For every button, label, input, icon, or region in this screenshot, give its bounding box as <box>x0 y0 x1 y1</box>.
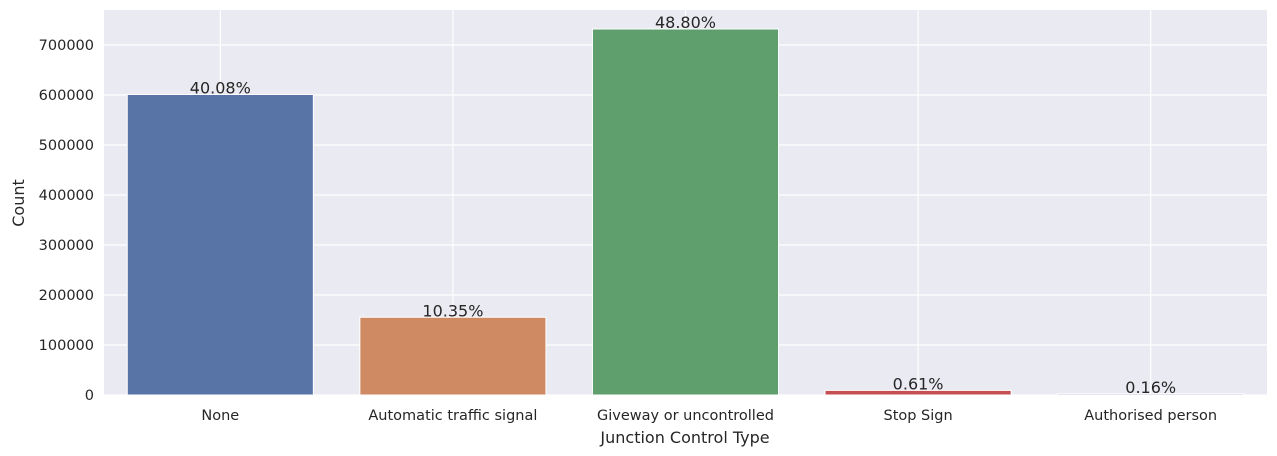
y-tick-label: 400000 <box>39 188 94 204</box>
y-tick-label: 100000 <box>39 338 94 354</box>
x-tick-label: Stop Sign <box>883 408 952 424</box>
y-tick-labels: 0 100000 200000 300000 400000 500000 600000 700… <box>39 38 94 404</box>
y-tick-label: 0 <box>85 388 94 404</box>
bar-none <box>126 94 314 396</box>
y-tick-label: 200000 <box>39 288 94 304</box>
x-tick-label: Automatic traffic signal <box>368 408 537 424</box>
percent-label: 48.80% <box>655 13 716 32</box>
data-labels: 40.08% 10.35% 48.80% 0.61% 0.16% <box>190 13 1176 397</box>
y-tick-label: 300000 <box>39 238 94 254</box>
y-tick-label: 500000 <box>39 138 94 154</box>
y-axis-title: Count <box>9 179 28 227</box>
bar-automatic-traffic-signal <box>359 316 547 396</box>
x-tick-label: Giveway or uncontrolled <box>597 408 774 424</box>
y-tick-label: 700000 <box>39 38 94 54</box>
x-tick-label: None <box>201 408 239 424</box>
percent-label: 40.08% <box>190 79 251 98</box>
percent-label: 0.16% <box>1125 378 1176 397</box>
percent-label: 0.61% <box>893 374 944 393</box>
x-axis-title: Junction Control Type <box>599 428 769 447</box>
bar-giveway-or-uncontrolled <box>591 28 780 396</box>
bar-authorised-person <box>1057 393 1245 396</box>
x-tick-labels: None Automatic traffic signal Giveway or u… <box>201 408 1217 424</box>
bar-stop-sign <box>824 389 1012 396</box>
percent-label: 10.35% <box>422 301 483 320</box>
x-tick-label: Authorised person <box>1084 408 1217 424</box>
y-tick-label: 600000 <box>39 88 94 104</box>
bars <box>126 28 1245 396</box>
